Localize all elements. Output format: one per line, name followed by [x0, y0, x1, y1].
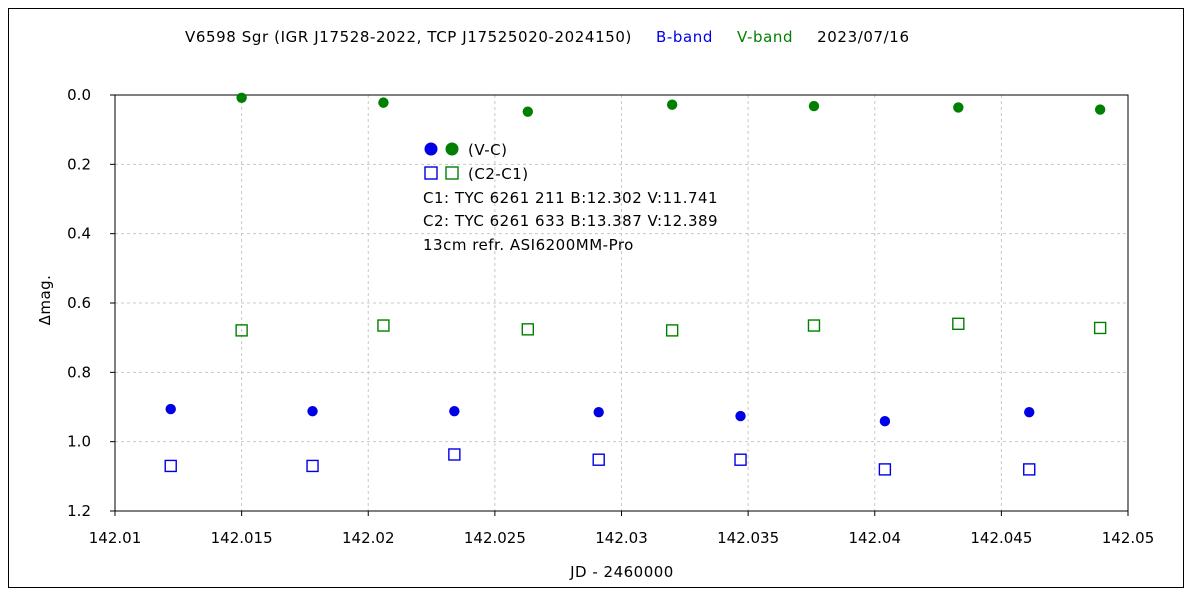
legend-vc-b-marker [424, 142, 438, 156]
data-point-v-vc [666, 99, 678, 110]
data-point-b-vc [307, 405, 318, 417]
legend-c2c1-v-marker [445, 166, 459, 180]
data-point-v-vc [1094, 104, 1106, 115]
data-point-v-vc [808, 100, 820, 112]
x-tick-label: 142.03 [595, 529, 648, 547]
data-point-b-vc [735, 410, 746, 422]
axis-ticks: 142.01 142.015 142.02 142.025 142.03 142.035 1… [67, 86, 1154, 547]
x-tick-label: 142.02 [342, 529, 395, 547]
legend-vc-v-marker [445, 142, 459, 156]
y-tick-label: 1.2 [67, 502, 91, 520]
grid [115, 95, 1128, 511]
data-point-b-c2c1 [592, 453, 605, 466]
annotation-c2: C2: TYC 6261 633 B:13.387 V:12.389 [423, 212, 718, 230]
data-point-v-c2c1 [377, 319, 390, 332]
data-point-b-vc [165, 403, 176, 415]
y-tick-label: 0.6 [67, 294, 91, 312]
y-tick-label: 0.4 [67, 225, 91, 243]
data-point-b-c2c1 [1023, 463, 1036, 476]
data-point-b-c2c1 [878, 463, 892, 476]
y-tick-label: 1.0 [67, 433, 91, 451]
data-point-b-vc [449, 405, 460, 417]
y-tick-label: 0.0 [67, 86, 91, 104]
y-tick-label: 0.8 [67, 363, 91, 381]
title-v-band: V-band [737, 28, 793, 46]
chart-frame [8, 8, 1184, 588]
legend-vc-label: (V-C) [468, 141, 507, 159]
title-main: V6598 Sgr (IGR J17528-2022, TCP J1752502… [185, 28, 632, 46]
data-point-v-c2c1 [235, 324, 248, 337]
title-date: 2023/07/16 [817, 28, 909, 46]
title-b-band: B-band [656, 28, 713, 46]
data-point-v-c2c1 [1093, 321, 1107, 335]
annotation-equipment: 13cm refr. ASI6200MM-Pro [423, 236, 634, 254]
chart-title: V6598 Sgr (IGR J17528-2022, TCP J1752502… [185, 28, 910, 46]
data-point-v-vc [236, 92, 247, 103]
data-point-v-c2c1 [665, 324, 679, 337]
data-point-b-vc [879, 416, 891, 427]
x-tick-label: 142.035 [717, 529, 779, 547]
data-point-v-c2c1 [807, 319, 821, 332]
x-tick-label: 142.045 [970, 529, 1032, 547]
x-tick-label: 142.04 [849, 529, 902, 547]
data-point-v-vc [953, 102, 964, 113]
data-point-v-c2c1 [521, 323, 534, 336]
data-marks [164, 92, 1107, 476]
data-point-b-c2c1 [734, 453, 747, 466]
x-tick-label: 142.015 [211, 529, 273, 547]
legend-c2c1-b-marker [424, 166, 438, 180]
x-axis-title: JD - 2460000 [569, 563, 674, 581]
y-axis-title: Δmag. [36, 275, 54, 326]
data-point-b-c2c1 [164, 459, 177, 473]
data-point-v-vc [522, 106, 533, 117]
data-point-b-vc [1024, 407, 1035, 418]
x-tick-label: 142.01 [89, 529, 142, 547]
data-point-b-c2c1 [448, 448, 461, 461]
legend-c2c1-label: (C2-C1) [468, 165, 529, 183]
x-tick-label: 142.05 [1102, 529, 1155, 547]
y-tick-label: 0.2 [67, 155, 91, 173]
annotation-block: (V-C) (C2-C1) C1: TYC 6261 211 B:12.302 … [423, 141, 718, 254]
x-tick-label: 142.025 [464, 529, 526, 547]
annotation-c1: C1: TYC 6261 211 B:12.302 V:11.741 [423, 189, 718, 207]
data-point-b-vc [593, 407, 604, 418]
data-point-v-vc [378, 97, 389, 108]
data-point-b-c2c1 [306, 459, 319, 473]
data-point-v-c2c1 [952, 317, 965, 330]
